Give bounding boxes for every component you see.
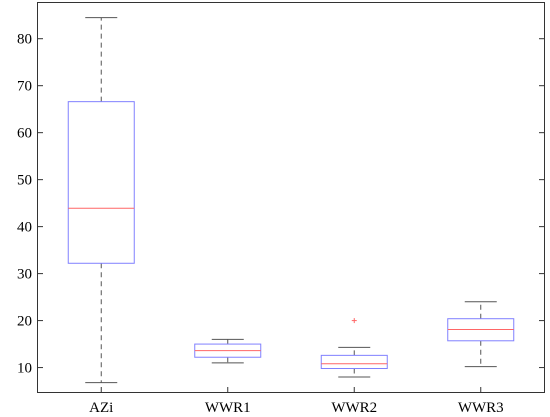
y-tick-label: 20 (17, 314, 32, 330)
box-series (67, 17, 515, 384)
y-tick-label: 60 (17, 126, 32, 142)
x-category-label: AZi (89, 400, 113, 416)
box-wwr3 (447, 301, 515, 368)
box-azi (67, 17, 135, 384)
outlier-point (351, 318, 357, 324)
y-tick-label: 30 (17, 267, 32, 283)
plot-frame (37, 2, 545, 393)
y-tick-label: 40 (17, 220, 32, 236)
iqr-box (320, 354, 388, 370)
iqr-box (67, 101, 135, 264)
y-tick-label: 80 (17, 32, 32, 48)
y-tick-label: 10 (17, 361, 32, 377)
box-wwr2 (320, 318, 388, 378)
box-wwr1 (194, 338, 262, 364)
x-axis: AZi WWR1 WWR2 WWR3 (89, 387, 504, 416)
x-category-label: WWR3 (458, 400, 504, 416)
x-category-label: WWR1 (205, 400, 251, 416)
y-tick-label: 50 (17, 173, 32, 189)
y-tick-label: 70 (17, 79, 32, 95)
y-axis: 10 20 30 40 50 60 70 80 (17, 32, 544, 377)
x-category-label: WWR2 (331, 400, 377, 416)
